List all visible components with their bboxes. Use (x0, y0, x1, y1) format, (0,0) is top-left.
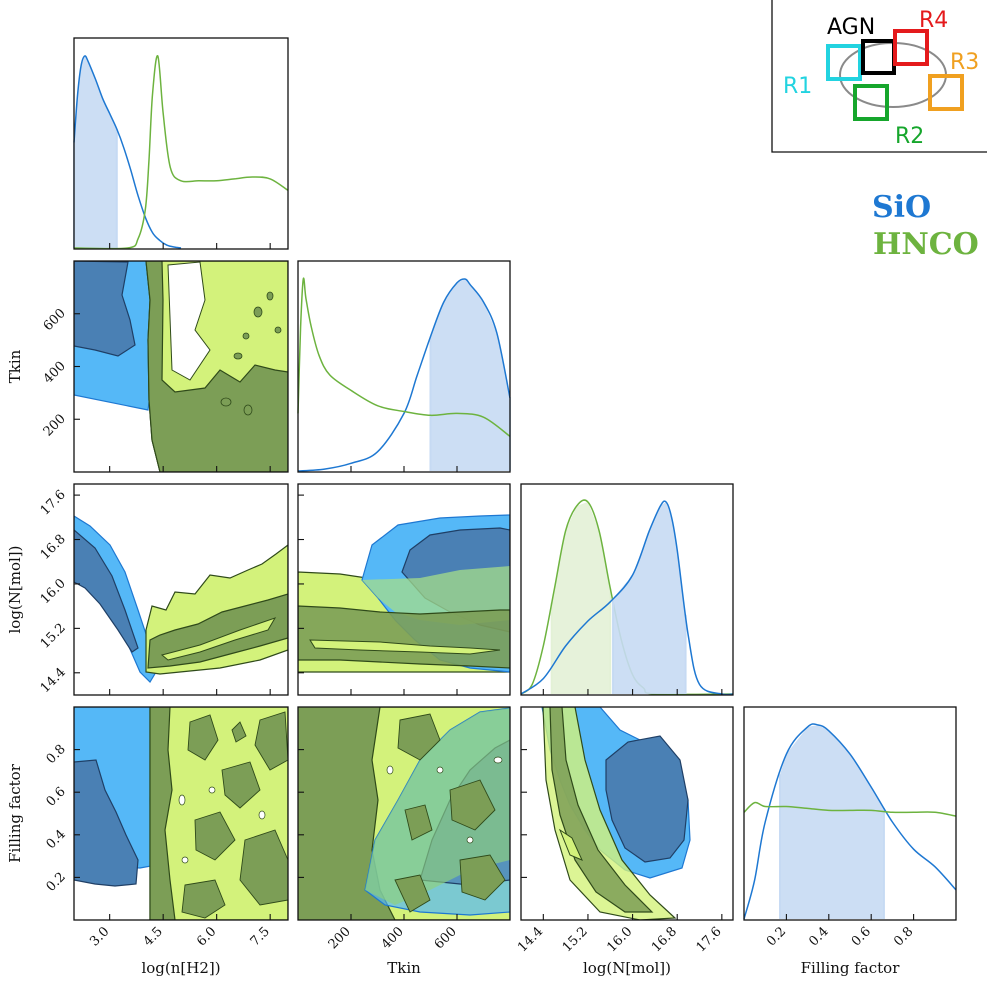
legend-sio: SiO (872, 190, 931, 225)
panel-ff-vs-nmol (541, 707, 691, 920)
r4-label: R4 (919, 8, 948, 33)
density-panel-3 (743, 723, 957, 920)
r3-label: R3 (950, 50, 979, 75)
hnco-overlap (365, 708, 510, 905)
hnco-density-line (73, 55, 289, 250)
panel-nmol-vs-nh2 (74, 515, 288, 683)
density-panel-1 (297, 277, 511, 472)
y-tick-label: 14.4 (38, 665, 69, 696)
density-panel-0 (73, 55, 289, 250)
sio-density-line (743, 723, 957, 920)
y-tick-label: 600 (41, 306, 69, 334)
x-axis-label: Filling factor (801, 959, 901, 977)
x-tick-label: 600 (432, 924, 460, 952)
hnco-credible-interval (551, 502, 611, 694)
r1-box (826, 44, 862, 81)
region-inset: AGN R4 R3 R1 R2 (771, 0, 987, 153)
y-tick-label: 17.6 (38, 487, 69, 518)
hnco-hole (160, 617, 277, 661)
x-tick-label: 16.0 (604, 924, 635, 955)
x-tick-label: 16.8 (649, 924, 680, 955)
x-axis-label: log(N[mol]) (583, 959, 671, 977)
x-tick-label: 17.6 (694, 924, 725, 955)
hnco-contour-inner (149, 707, 176, 920)
hnco-white-specks (178, 786, 266, 864)
sio-credible-interval (780, 725, 884, 919)
r1-label: R1 (783, 74, 812, 99)
r2-label: R2 (895, 124, 924, 149)
y-tick-label: 0.8 (44, 742, 69, 767)
sio-density-line (297, 278, 511, 472)
sio-contour-inner (74, 529, 139, 653)
x-tick-label: 0.6 (849, 924, 874, 949)
sio-contour-inner (74, 261, 136, 357)
hnco-patches (181, 711, 288, 919)
legend: SiO HNCO (872, 190, 979, 262)
y-axis-label: Filling factor (6, 763, 24, 863)
y-tick-label: 200 (41, 411, 69, 439)
hnco-hole (558, 828, 583, 861)
y-axis-label: log(N[mol]) (6, 545, 24, 633)
x-tick-label: 200 (326, 924, 354, 952)
r2-box (853, 84, 889, 121)
hnco-contour-outer (542, 707, 677, 920)
y-tick-label: 16.8 (38, 532, 69, 563)
y-tick-label: 0.2 (44, 870, 69, 895)
agn-label: AGN (827, 15, 875, 40)
x-tick-label: 7.5 (248, 924, 273, 949)
x-tick-label: 4.5 (141, 924, 166, 949)
hnco-contour-inner (549, 707, 654, 913)
panel-tkin-vs-nh2 (74, 261, 288, 472)
sio-contour-inner (74, 759, 139, 887)
x-tick-label: 3.0 (87, 924, 112, 949)
hnco-white-gap (167, 261, 211, 381)
hnco-contour-inner (298, 605, 510, 669)
y-tick-label: 0.4 (44, 827, 69, 852)
sio-density-line (73, 55, 182, 249)
sio-credible-interval (613, 502, 686, 694)
r3-box (928, 74, 964, 111)
inset-frame (771, 0, 987, 153)
hnco-patches (394, 713, 506, 913)
panel-nmol-vs-tkin (298, 514, 510, 673)
density-panel-2 (520, 499, 734, 696)
y-tick-label: 0.6 (44, 784, 69, 809)
y-tick-label: 400 (41, 359, 69, 387)
sio-density-line (520, 500, 734, 696)
hnco-specks (220, 291, 282, 416)
x-tick-label: 14.4 (515, 924, 546, 955)
x-tick-label: 6.0 (194, 924, 219, 949)
hnco-overlap (362, 566, 510, 625)
x-axis-label: log(n[H2]) (141, 959, 220, 977)
sio-contour-inner (605, 735, 689, 863)
x-tick-label: 400 (379, 924, 407, 952)
x-tick-label: 0.2 (764, 924, 789, 949)
hnco-density-line (743, 801, 957, 817)
legend-hnco: HNCO (873, 227, 979, 262)
panel-ff-vs-tkin (298, 707, 510, 920)
x-axis-label: Tkin (387, 959, 421, 977)
sio-credible-interval (74, 56, 117, 248)
y-tick-label: 16.0 (38, 576, 69, 607)
x-tick-label: 15.2 (560, 924, 591, 955)
x-tick-label: 0.8 (891, 924, 916, 949)
y-axis-label: Tkin (6, 349, 24, 383)
hnco-density-line (297, 277, 511, 438)
r4-box (893, 29, 929, 66)
x-tick-label: 0.4 (806, 924, 831, 949)
hnco-contour-inner (145, 261, 288, 472)
panel-ff-vs-nh2 (74, 707, 288, 920)
hnco-hole (309, 639, 501, 655)
y-tick-label: 15.2 (38, 621, 69, 652)
hnco-white-specks (386, 756, 503, 844)
sio-credible-interval (430, 279, 510, 471)
